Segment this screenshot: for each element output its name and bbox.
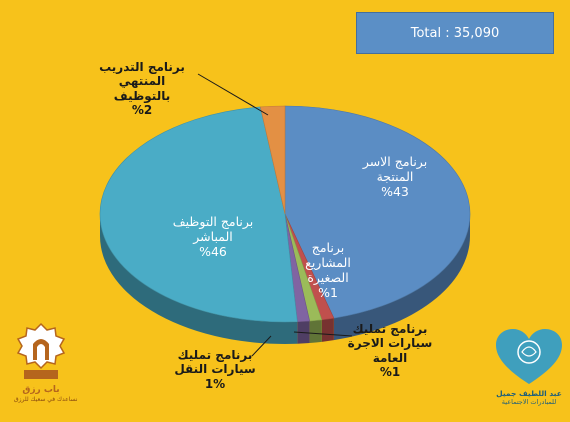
leader-lines: [197, 73, 353, 357]
pie-slice-direct: [99, 106, 298, 323]
pie-side-productive: [333, 214, 471, 341]
total-box: Total : 35,090: [356, 12, 554, 54]
label-direct-line1: برنامج التوظيف: [172, 214, 254, 229]
bab-rizq-emblem-icon: [16, 322, 66, 379]
pie-slice-productive: [284, 105, 471, 319]
label-taxi-line1: برنامج تمليك: [352, 322, 428, 336]
label-training-pct: %2: [131, 103, 153, 118]
label-transport-line1: برنامج تمليك: [177, 348, 253, 362]
label-transport-pct: 1%: [204, 376, 226, 391]
label-taxi-pct: %1: [379, 365, 401, 380]
ajl-name: عبد اللطيف جميل: [496, 389, 562, 398]
pie-side-taxi: [309, 319, 322, 344]
label-productive-line2: المنتجة: [376, 169, 414, 184]
label-productive-line1: برنامج الاسر: [362, 154, 428, 169]
label-small: برنامج المشاريع الصغيرة %1: [288, 240, 368, 300]
label-transport-line2: سيارات النقل: [174, 362, 256, 377]
pie-slice-training: [259, 105, 286, 215]
label-small-pct: %1: [318, 285, 338, 300]
label-training-line1: برنامج التدريب: [99, 60, 185, 74]
ajl-tagline: للمبادرات الاجتماعية: [501, 398, 557, 407]
abdul-latif-jameel-logo: عبد اللطيف جميل للمبادرات الاجتماعية: [494, 328, 564, 414]
label-productive: برنامج الاسر المنتجة %43: [330, 154, 460, 199]
label-small-line3: الصغيرة: [307, 270, 349, 285]
label-direct-pct: %46: [199, 244, 227, 259]
label-small-line1: برنامج: [311, 240, 345, 255]
heart-logo-icon: [496, 329, 562, 384]
label-taxi-line2: سيارات الاجرة: [347, 336, 433, 351]
total-text: Total : 35,090: [410, 25, 500, 41]
label-training-line3: بالتوظيف: [113, 88, 171, 103]
leader-line-training: [197, 73, 269, 116]
label-small-line2: المشاريع: [305, 255, 351, 270]
leader-line-transport: [251, 335, 272, 357]
bab-rizq-tagline: نساعدك في سعيك للرزق: [14, 395, 78, 403]
leader-line-taxi: [293, 331, 353, 337]
bab-rizq-logo: باب رزق نساعدك في سعيك للرزق: [14, 322, 78, 412]
bab-rizq-name: باب رزق: [22, 385, 60, 395]
pie-sides: [100, 214, 471, 344]
label-taxi-line3: العامة: [372, 350, 408, 365]
label-taxi: برنامج تمليك سيارات الاجرة العامة %1: [330, 322, 450, 380]
label-training-line2: المنتهي: [118, 74, 166, 89]
label-training: برنامج التدريب المنتهي بالتوظيف %2: [78, 60, 206, 118]
label-productive-pct: %43: [381, 184, 409, 199]
label-transport: برنامج تمليك سيارات النقل 1%: [156, 348, 274, 391]
pie-side-small: [321, 318, 334, 342]
label-direct: برنامج التوظيف المباشر %46: [146, 214, 280, 259]
label-direct-line2: المباشر: [193, 229, 233, 244]
pie-side-direct: [100, 214, 298, 344]
pie-tops: [99, 105, 471, 323]
